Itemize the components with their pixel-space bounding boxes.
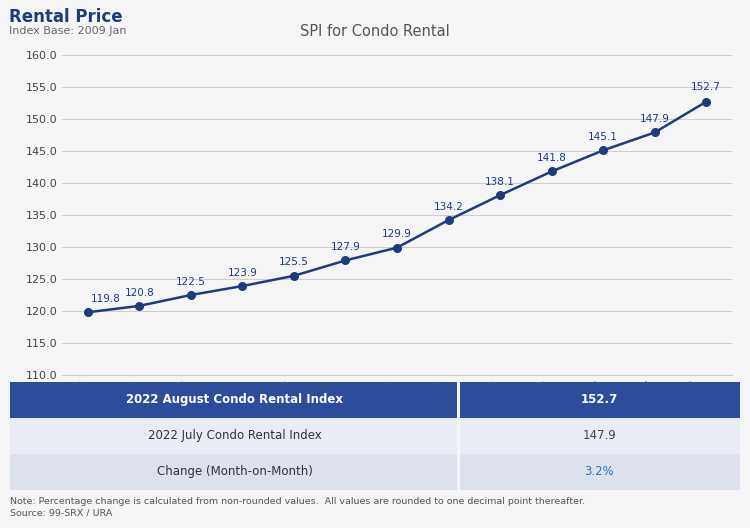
Bar: [460, 454, 740, 490]
Bar: [460, 382, 740, 418]
Text: Rental Price: Rental Price: [9, 8, 123, 26]
Text: Note: Percentage change is calculated from non-rounded values.  All values are r: Note: Percentage change is calculated fr…: [10, 497, 585, 506]
Text: 138.1: 138.1: [485, 177, 515, 187]
Bar: [10, 454, 458, 490]
Text: Index Base: 2009 Jan: Index Base: 2009 Jan: [9, 26, 127, 36]
Text: 119.8: 119.8: [91, 294, 121, 304]
Text: 145.1: 145.1: [588, 132, 618, 142]
Text: Source: 99-SRX / URA: Source: 99-SRX / URA: [10, 509, 112, 518]
Text: 3.2%: 3.2%: [584, 465, 614, 478]
Text: 141.8: 141.8: [537, 153, 566, 163]
Text: 147.9: 147.9: [640, 114, 670, 124]
Text: 122.5: 122.5: [176, 277, 206, 287]
Bar: [10, 382, 458, 418]
Text: 2022 July Condo Rental Index: 2022 July Condo Rental Index: [148, 429, 321, 442]
Text: 123.9: 123.9: [227, 268, 257, 278]
Text: 127.9: 127.9: [331, 242, 361, 252]
Bar: [460, 418, 740, 454]
Text: 125.5: 125.5: [279, 258, 309, 268]
Text: 134.2: 134.2: [433, 202, 464, 212]
Text: Change (Month-on-Month): Change (Month-on-Month): [157, 465, 313, 478]
Text: 129.9: 129.9: [382, 229, 412, 239]
Text: 147.9: 147.9: [583, 429, 616, 442]
Text: 152.7: 152.7: [692, 82, 722, 92]
Text: 2022 August Condo Rental Index: 2022 August Condo Rental Index: [126, 393, 343, 407]
Bar: [10, 418, 458, 454]
Text: 152.7: 152.7: [580, 393, 618, 407]
Text: SPI for Condo Rental: SPI for Condo Rental: [300, 24, 450, 40]
Text: 120.8: 120.8: [124, 288, 154, 298]
